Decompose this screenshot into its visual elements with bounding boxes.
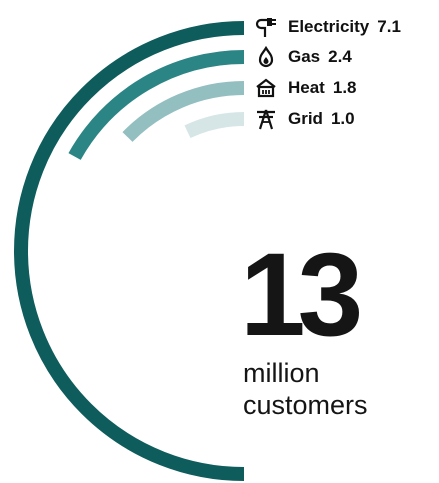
pylon-icon — [254, 107, 278, 131]
customers-unit: million — [243, 360, 320, 387]
legend-label: Heat — [288, 78, 325, 98]
legend-item-gas: Gas 2.4 — [254, 45, 352, 69]
arc-heat — [127, 88, 244, 137]
legend-label: Gas — [288, 47, 320, 67]
legend-item-electricity: Electricity 7.1 — [254, 15, 401, 39]
house-heat-icon — [254, 76, 278, 100]
customers-count: 13 — [240, 236, 355, 354]
legend-value: 1.0 — [331, 109, 355, 129]
plug-icon — [254, 15, 278, 39]
legend-label: Grid — [288, 109, 323, 129]
legend-item-heat: Heat 1.8 — [254, 76, 357, 100]
flame-icon — [254, 45, 278, 69]
customers-label: customers — [243, 392, 368, 419]
legend-label: Electricity — [288, 17, 369, 37]
arc-grid — [187, 119, 244, 132]
legend-value: 2.4 — [328, 47, 352, 67]
legend-value: 1.8 — [333, 78, 357, 98]
legend-value: 7.1 — [377, 17, 401, 37]
legend-item-grid: Grid 1.0 — [254, 107, 355, 131]
